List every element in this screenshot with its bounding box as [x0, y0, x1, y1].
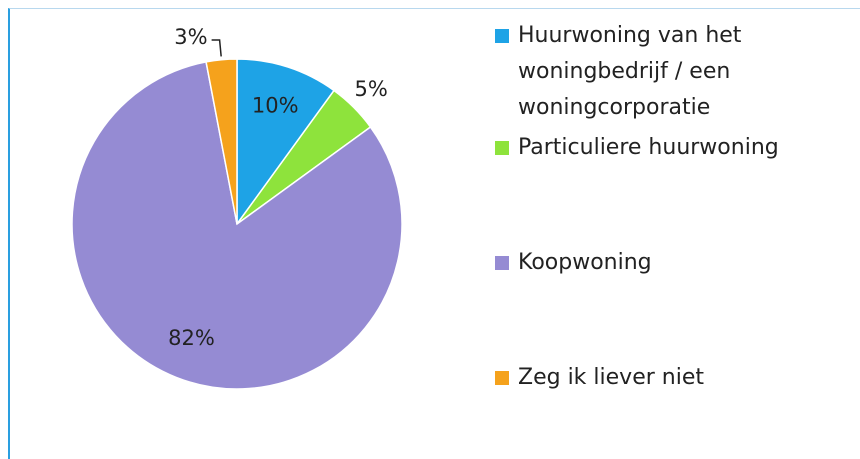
chart-frame: [8, 8, 860, 459]
legend-label: Zeg ik liever niet: [518, 365, 704, 390]
legend-label: Particuliere huurwoning: [518, 135, 779, 160]
legend-swatch: [495, 256, 509, 270]
legend-item: Particuliere huurwoning: [495, 130, 858, 166]
legend-item: Huurwoning van het woningbedrijf / een w…: [495, 18, 858, 126]
legend-swatch: [495, 141, 509, 155]
pie-slice: [205, 58, 238, 225]
legend-swatch: [495, 371, 509, 385]
data-label: 5%: [355, 77, 388, 101]
data-label: 3%: [174, 25, 207, 49]
legend-item: Zeg ik liever niet: [495, 360, 858, 396]
data-label: 10%: [252, 93, 299, 117]
pie-slice: [71, 61, 403, 390]
legend-label: Huurwoning van het woningbedrijf / een w…: [518, 23, 742, 120]
legend-item: Koopwoning: [495, 245, 858, 281]
legend-label: Koopwoning: [518, 250, 652, 275]
data-label: 82%: [168, 326, 215, 350]
pie-slice: [236, 58, 336, 227]
legend-swatch: [495, 29, 509, 43]
leader-line: [211, 39, 222, 57]
